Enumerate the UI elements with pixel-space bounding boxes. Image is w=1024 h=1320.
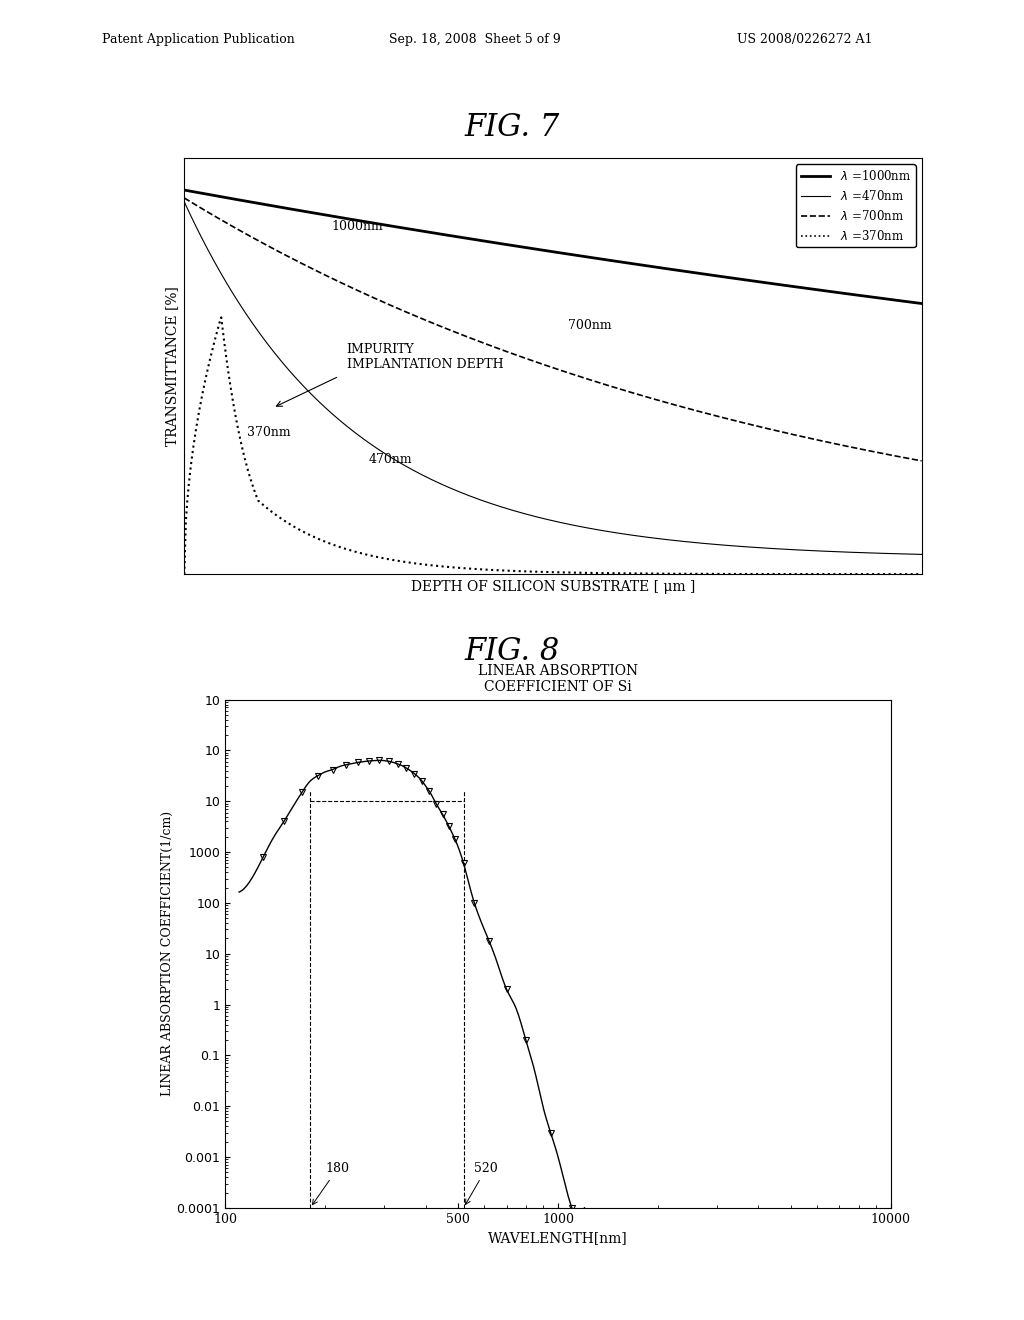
- Text: 470nm: 470nm: [369, 453, 413, 466]
- Text: 1000nm: 1000nm: [332, 219, 384, 232]
- Text: FIG. 7: FIG. 7: [464, 112, 560, 143]
- Text: 370nm: 370nm: [247, 425, 291, 438]
- Y-axis label: LINEAR ABSORPTION COEFFICIENT(1/cm): LINEAR ABSORPTION COEFFICIENT(1/cm): [161, 810, 174, 1097]
- Text: Sep. 18, 2008  Sheet 5 of 9: Sep. 18, 2008 Sheet 5 of 9: [389, 33, 561, 46]
- X-axis label: WAVELENGTH[nm]: WAVELENGTH[nm]: [488, 1232, 628, 1245]
- Text: 180: 180: [312, 1163, 349, 1205]
- Text: 700nm: 700nm: [567, 318, 611, 331]
- Text: 520: 520: [466, 1163, 498, 1204]
- Text: US 2008/0226272 A1: US 2008/0226272 A1: [737, 33, 872, 46]
- Y-axis label: TRANSMITTANCE [%]: TRANSMITTANCE [%]: [165, 286, 179, 446]
- Text: IMPURITY
IMPLANTATION DEPTH: IMPURITY IMPLANTATION DEPTH: [346, 343, 503, 371]
- Text: FIG. 8: FIG. 8: [464, 636, 560, 667]
- Text: Patent Application Publication: Patent Application Publication: [102, 33, 295, 46]
- X-axis label: DEPTH OF SILICON SUBSTRATE [ μm ]: DEPTH OF SILICON SUBSTRATE [ μm ]: [411, 579, 695, 594]
- Legend: $\lambda$ =1000nm, $\lambda$ =470nm, $\lambda$ =700nm, $\lambda$ =370nm: $\lambda$ =1000nm, $\lambda$ =470nm, $\l…: [796, 164, 915, 247]
- Title: LINEAR ABSORPTION
COEFFICIENT OF Si: LINEAR ABSORPTION COEFFICIENT OF Si: [478, 664, 638, 694]
